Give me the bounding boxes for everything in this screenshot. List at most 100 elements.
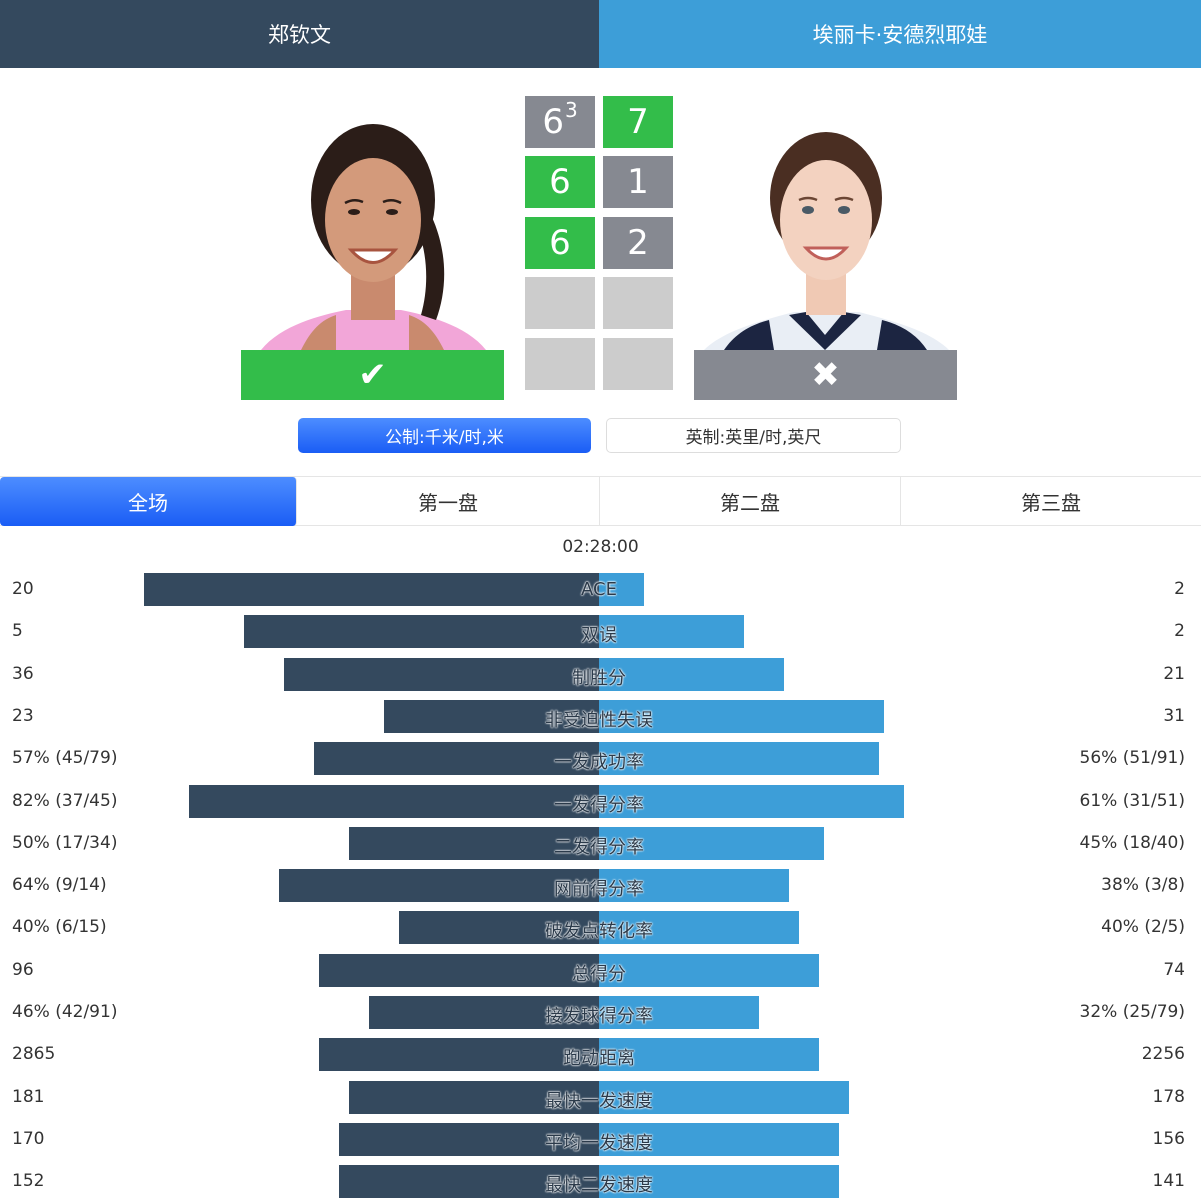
player1-stat-value: 96 [12, 960, 34, 980]
player2-stat-bar [599, 996, 759, 1029]
player1-stat-value: 57% (45/79) [12, 748, 118, 768]
stat-row: 170 156 平均一发速度 [0, 1123, 1201, 1156]
player2-stat-bar [599, 954, 819, 987]
winner-badge: ✔ [241, 350, 504, 400]
stat-label: 破发点转化率 [545, 921, 653, 942]
player1-stat-bar [349, 1081, 599, 1114]
stat-row: 40% (6/15) 40% (2/5) 破发点转化率 [0, 911, 1201, 944]
stat-label: 二发得分率 [554, 837, 644, 858]
player1-stat-bar [319, 1038, 599, 1071]
player1-stat-value: 5 [12, 621, 23, 641]
tab-set-1[interactable]: 第一盘 [297, 477, 600, 526]
player1-stat-value: 181 [12, 1087, 45, 1107]
set1-score-p2: 7 [603, 96, 673, 148]
stat-label: 跑动距离 [563, 1048, 635, 1069]
tab-full-match[interactable]: 全场 [0, 477, 297, 526]
loser-badge: ✖ [694, 350, 957, 400]
player1-stat-bar [399, 911, 599, 944]
player1-stat-bar [284, 658, 599, 691]
player1-stat-value: 170 [12, 1129, 45, 1149]
set3-score-p2: 2 [603, 217, 673, 269]
metric-unit-button[interactable]: 公制:千米/时,米 [298, 418, 591, 453]
player1-stat-bar [144, 573, 599, 606]
player1-stat-value: 64% (9/14) [12, 875, 107, 895]
player2-stat-value: 178 [1152, 1087, 1185, 1107]
set4-score-p1 [525, 277, 595, 329]
player1-stat-bar [314, 742, 599, 775]
player1-stat-value: 23 [12, 706, 34, 726]
player2-stat-bar [599, 573, 644, 606]
player1-photo [241, 120, 504, 350]
stat-label: 接发球得分率 [545, 1006, 653, 1027]
set2-score-p2: 1 [603, 156, 673, 208]
player1-stat-bar [319, 954, 599, 987]
player1-stat-value: 152 [12, 1171, 45, 1191]
player1-stat-bar [369, 996, 599, 1029]
player2-stat-value: 45% (18/40) [1079, 833, 1185, 853]
stat-label: 平均一发速度 [545, 1133, 653, 1154]
imperial-unit-button[interactable]: 英制:英里/时,英尺 [606, 418, 901, 453]
player1-stat-value: 82% (37/45) [12, 791, 118, 811]
tab-set-3[interactable]: 第三盘 [1021, 491, 1081, 515]
player2-stat-bar [599, 700, 884, 733]
player2-stat-bar [599, 1081, 849, 1114]
player2-stat-bar [599, 869, 789, 902]
player2-stat-value: 21 [1163, 664, 1185, 684]
player2-stat-value: 74 [1163, 960, 1185, 980]
player1-stat-value: 36 [12, 664, 34, 684]
player1-stat-bar [339, 1165, 599, 1198]
check-icon: ✔ [358, 355, 387, 395]
stat-label: 一发得分率 [554, 795, 644, 816]
stat-row: 20 2 ACE [0, 573, 1201, 606]
set4-score-p2 [603, 277, 673, 329]
set5-score-p1 [525, 338, 595, 390]
match-header: 郑钦文 埃丽卡·安德烈耶娃 [0, 0, 1201, 68]
player2-stat-bar [599, 615, 744, 648]
player2-photo [694, 120, 957, 350]
set3-score-p1: 6 [525, 217, 595, 269]
player1-stat-bar [339, 1123, 599, 1156]
player2-stat-bar [599, 742, 879, 775]
player2-stat-value: 141 [1152, 1171, 1185, 1191]
player2-stat-value: 40% (2/5) [1101, 917, 1185, 937]
player1-name: 郑钦文 [0, 0, 599, 68]
set2-score-p1: 6 [525, 156, 595, 208]
set5-score-p2 [603, 338, 673, 390]
player2-stat-value: 32% (25/79) [1079, 1002, 1185, 1022]
stat-label: 非受迫性失误 [545, 710, 653, 731]
player2-stat-value: 2 [1174, 579, 1185, 599]
stat-row: 36 21 制胜分 [0, 658, 1201, 691]
stat-label: 最快二发速度 [545, 1175, 653, 1196]
player1-stat-bar [349, 827, 599, 860]
player2-stat-value: 31 [1163, 706, 1185, 726]
stat-row: 23 31 非受迫性失误 [0, 700, 1201, 733]
player2-stat-value: 38% (3/8) [1101, 875, 1185, 895]
stat-row: 152 141 最快二发速度 [0, 1165, 1201, 1198]
stat-label: 最快一发速度 [545, 1091, 653, 1112]
cross-icon: ✖ [811, 355, 840, 395]
stat-label: 网前得分率 [554, 879, 644, 900]
player2-stat-value: 2 [1174, 621, 1185, 641]
stat-row: 2865 2256 跑动距离 [0, 1038, 1201, 1071]
stat-row: 181 178 最快一发速度 [0, 1081, 1201, 1114]
player2-stat-bar [599, 658, 784, 691]
player1-stat-value: 2865 [12, 1044, 56, 1064]
player2-name: 埃丽卡·安德烈耶娃 [599, 0, 1201, 68]
player2-stat-value: 56% (51/91) [1079, 748, 1185, 768]
player1-stat-bar [244, 615, 599, 648]
player1-stat-value: 20 [12, 579, 34, 599]
stat-label: 双误 [581, 625, 617, 646]
set1-tiebreak-p1: 3 [564, 98, 578, 122]
stat-label: ACE [581, 579, 617, 600]
player2-stat-value: 2256 [1141, 1044, 1185, 1064]
player1-stat-bar [189, 785, 599, 818]
match-duration: 02:28:00 [562, 537, 639, 557]
stat-row: 64% (9/14) 38% (3/8) 网前得分率 [0, 869, 1201, 902]
player2-stat-bar [599, 911, 799, 944]
player1-stat-bar [279, 869, 599, 902]
tab-set-2[interactable]: 第二盘 [600, 477, 901, 526]
stat-row: 50% (17/34) 45% (18/40) 二发得分率 [0, 827, 1201, 860]
player2-stat-bar [599, 785, 904, 818]
player2-stat-value: 61% (31/51) [1079, 791, 1185, 811]
player2-stat-value: 156 [1152, 1129, 1185, 1149]
